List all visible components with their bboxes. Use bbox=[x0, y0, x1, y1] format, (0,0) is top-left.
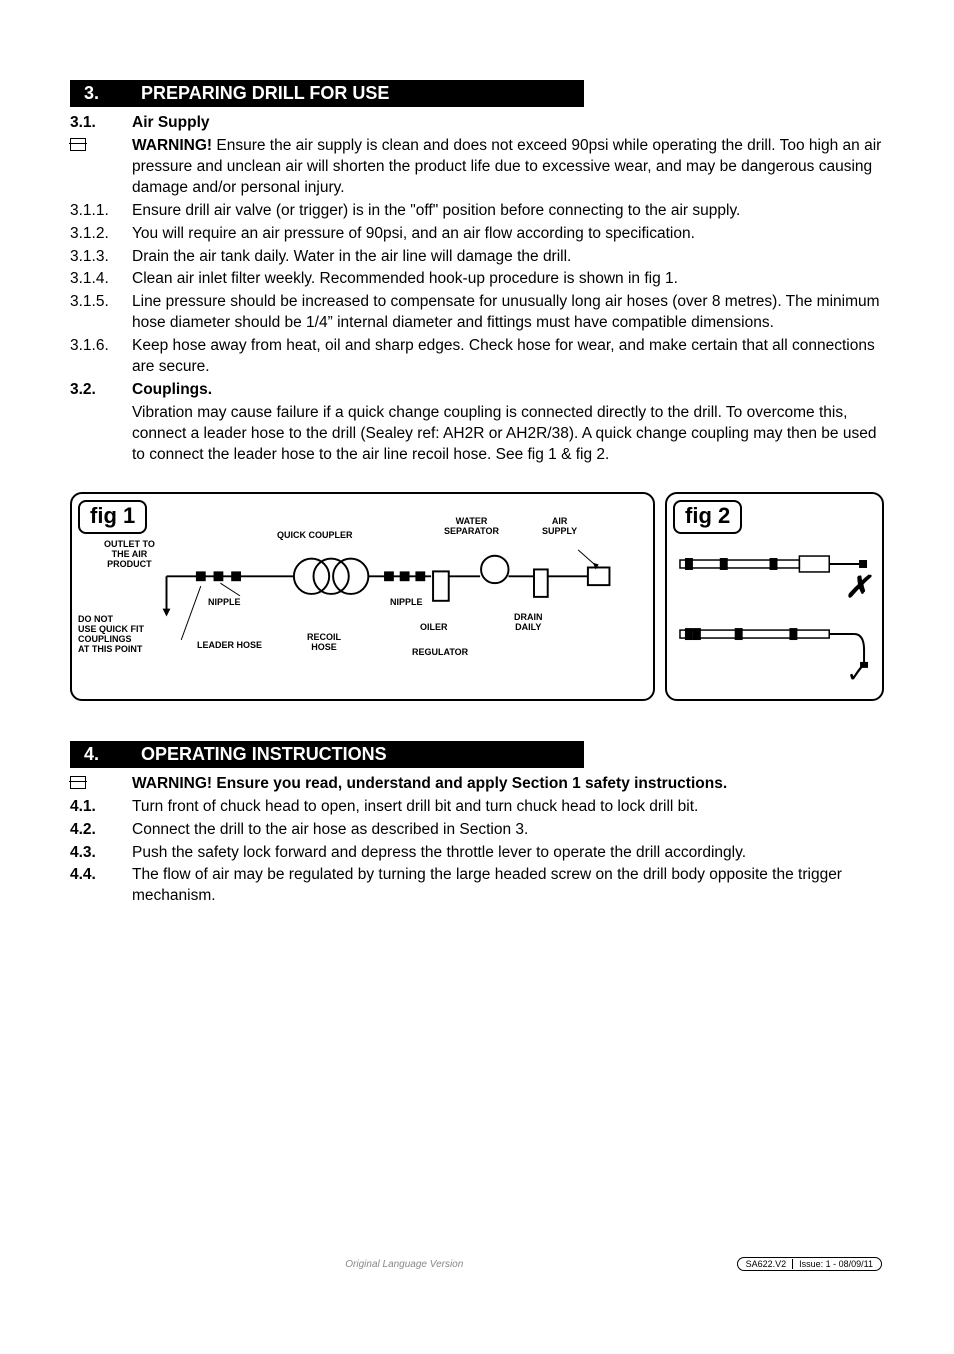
n42: 4.2. bbox=[70, 820, 132, 841]
fig1-label: fig 1 bbox=[78, 500, 147, 534]
section-4-body: WARNING! Ensure you read, understand and… bbox=[70, 774, 884, 908]
t312: You will require an air pressure of 90ps… bbox=[132, 224, 884, 245]
n315: 3.1.5. bbox=[70, 292, 132, 334]
s31-title: Air Supply bbox=[132, 114, 210, 131]
section-4-header: 4. OPERATING INSTRUCTIONS bbox=[70, 741, 584, 768]
t316: Keep hose away from heat, oil and sharp … bbox=[132, 336, 884, 378]
warning-check-2 bbox=[70, 774, 132, 795]
footer-issue: Issue: 1 - 08/09/11 bbox=[792, 1259, 873, 1269]
s32-text: Vibration may cause failure if a quick c… bbox=[132, 403, 884, 466]
t315: Line pressure should be increased to com… bbox=[132, 292, 884, 334]
n314: 3.1.4. bbox=[70, 269, 132, 290]
section-3-title: PREPARING DRILL FOR USE bbox=[141, 83, 389, 103]
n311: 3.1.1. bbox=[70, 201, 132, 222]
s3-warning-text: Ensure the air supply is clean and does … bbox=[132, 137, 881, 196]
section-3-body: 3.1. Air Supply WARNING! Ensure the air … bbox=[70, 113, 884, 466]
t41: Turn front of chuck head to open, insert… bbox=[132, 797, 884, 818]
section-3-header: 3. PREPARING DRILL FOR USE bbox=[70, 80, 584, 107]
footer-badge: SA622.V2 Issue: 1 - 08/09/11 bbox=[737, 1257, 882, 1271]
n41: 4.1. bbox=[70, 797, 132, 818]
section-4-title: OPERATING INSTRUCTIONS bbox=[141, 744, 387, 764]
footer-center-text: Original Language Version bbox=[72, 1259, 737, 1270]
t311: Ensure drill air valve (or trigger) is i… bbox=[132, 201, 884, 222]
t313: Drain the air tank daily. Water in the a… bbox=[132, 247, 884, 268]
n43: 4.3. bbox=[70, 843, 132, 864]
figure-2: fig 2 ✗ bbox=[665, 492, 884, 701]
n44: 4.4. bbox=[70, 865, 132, 907]
t42: Connect the drill to the air hose as des… bbox=[132, 820, 884, 841]
section-3-num: 3. bbox=[84, 83, 136, 104]
t44: The flow of air may be regulated by turn… bbox=[132, 865, 884, 907]
fig2-tick: ✓ bbox=[846, 658, 868, 689]
fig2-label: fig 2 bbox=[673, 500, 742, 534]
t314: Clean air inlet filter weekly. Recommend… bbox=[132, 269, 884, 290]
figure-1: fig 1 OUTLET TO THE AIR PRODUCT DO NOT U… bbox=[70, 492, 655, 701]
fig1-water: WATER SEPARATOR bbox=[444, 516, 499, 536]
s3-warning-label: WARNING! bbox=[132, 137, 212, 154]
fig1-quick: QUICK COUPLER bbox=[277, 530, 353, 540]
warning-check-1 bbox=[70, 136, 132, 199]
s31-num: 3.1. bbox=[70, 113, 132, 134]
s32-title: Couplings. bbox=[132, 381, 212, 398]
section-4-num: 4. bbox=[84, 744, 136, 765]
t43: Push the safety lock forward and depress… bbox=[132, 843, 884, 864]
fig2-cross: ✗ bbox=[845, 570, 870, 605]
footer-code: SA622.V2 bbox=[746, 1259, 787, 1269]
s4-warning: WARNING! Ensure you read, understand and… bbox=[132, 775, 727, 792]
n316: 3.1.6. bbox=[70, 336, 132, 378]
s32-num: 3.2. bbox=[70, 380, 132, 401]
fig1-air: AIR SUPPLY bbox=[542, 516, 577, 536]
page-footer: Original Language Version SA622.V2 Issue… bbox=[70, 1257, 884, 1271]
n312: 3.1.2. bbox=[70, 224, 132, 245]
n313: 3.1.3. bbox=[70, 247, 132, 268]
